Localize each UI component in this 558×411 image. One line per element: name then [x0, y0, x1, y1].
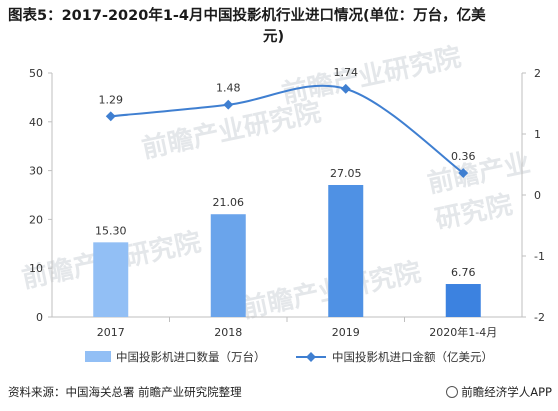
legend-swatch-bar: [85, 351, 111, 362]
y-left-tick-label: 0: [36, 311, 43, 324]
legend-label-line: 中国投影机进口金额（亿美元）: [332, 350, 493, 364]
y-right-tick-label: -1: [534, 250, 545, 263]
line-data-label: 1.74: [334, 66, 359, 79]
y-right-tick-label: 0: [534, 189, 541, 202]
bar: [93, 242, 129, 317]
line-point: [340, 83, 351, 94]
data-source: 资料来源：中国海关总署 前瞻产业研究院整理: [8, 385, 242, 399]
x-tick-label: 2019: [332, 326, 360, 339]
x-tick-label: 2020年1-4月: [429, 325, 497, 339]
brand-label: 前瞻经济学人APP: [446, 384, 552, 400]
y-left-tick-label: 40: [29, 116, 43, 129]
series-line: [110, 84, 464, 174]
chart-title: 图表5：2017-2020年1-4月中国投影机行业进口情况(单位：万台，亿美 元…: [8, 6, 553, 48]
bar-data-label: 21.06: [213, 196, 245, 209]
brand-text: 前瞻经济学人APP: [461, 385, 552, 399]
bar-data-label: 6.76: [451, 266, 476, 279]
y-left-tick-label: 30: [29, 165, 43, 178]
bar: [328, 184, 364, 317]
line-data-label: 1.48: [216, 82, 241, 95]
line-data-label: 0.36: [451, 150, 476, 163]
brand-logo-icon: [446, 386, 459, 398]
y-left-tick-label: 10: [29, 262, 43, 275]
y-right-tick-label: -2: [534, 311, 545, 324]
line-point: [223, 99, 234, 110]
legend-label-bar: 中国投影机进口数量（万台）: [116, 350, 266, 364]
chart-title-line2: 元): [263, 29, 285, 45]
x-tick-label: 2017: [97, 326, 125, 339]
line-point: [105, 111, 116, 122]
bar: [445, 284, 481, 317]
y-left-tick-label: 50: [29, 67, 43, 80]
legend-swatch-marker: [306, 352, 316, 362]
y-right-tick-label: 2: [534, 67, 541, 80]
chart-title-line1: 图表5：2017-2020年1-4月中国投影机行业进口情况(单位：万台，亿美: [8, 8, 486, 24]
bar-data-label: 15.30: [95, 224, 127, 237]
y-right-tick-label: 1: [534, 128, 541, 141]
bar-data-label: 27.05: [330, 167, 362, 180]
line-data-label: 1.29: [99, 93, 124, 106]
bar: [210, 214, 246, 317]
x-tick-label: 2018: [214, 326, 242, 339]
line-point: [458, 168, 469, 178]
y-left-tick-label: 20: [29, 213, 43, 226]
